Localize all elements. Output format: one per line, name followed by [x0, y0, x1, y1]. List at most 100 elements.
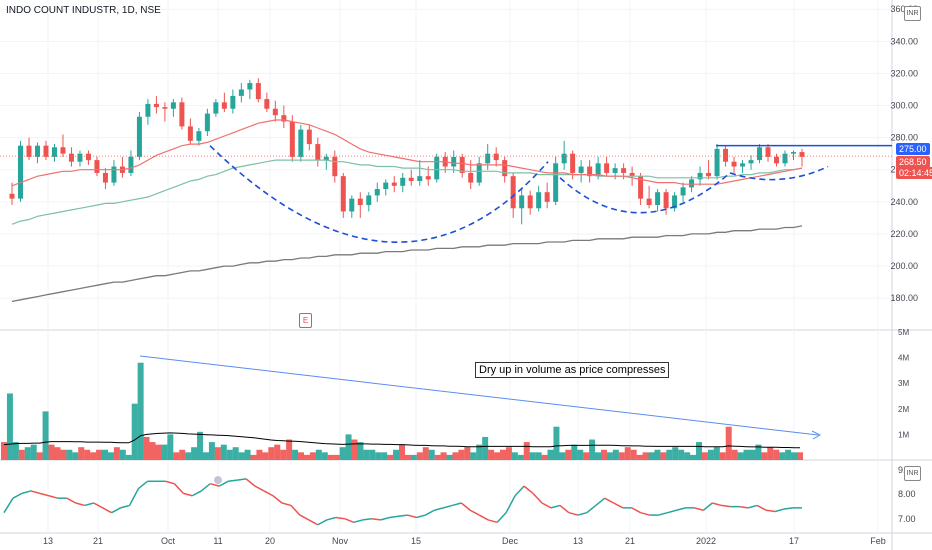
volume-bar	[387, 454, 394, 460]
indicator-segment	[712, 502, 722, 507]
indicator-segment	[128, 488, 140, 506]
indicator-segment	[84, 502, 94, 507]
indicator-segment	[281, 502, 292, 507]
indicator-segment	[541, 502, 552, 509]
indicator-segment	[640, 511, 650, 516]
volume-bar	[274, 444, 281, 460]
indicator-segment	[353, 519, 363, 524]
ma-long-line	[11, 225, 803, 303]
earnings-event-badge[interactable]: E	[299, 313, 312, 328]
indicator-segment	[595, 497, 606, 507]
candle-body	[272, 108, 278, 116]
indicator-segment	[774, 508, 785, 513]
indicator-tick-label: 7.00	[898, 514, 916, 524]
candle-body	[34, 145, 40, 157]
volume-bar	[149, 442, 156, 460]
volume-bar	[690, 454, 697, 460]
candle-body	[281, 115, 287, 122]
volume-bar	[660, 452, 667, 460]
volume-bar	[345, 434, 352, 460]
candle-body	[561, 153, 567, 164]
volume-bar	[226, 449, 233, 460]
volume-bar	[167, 434, 174, 460]
candle-body	[221, 102, 227, 109]
candle-body	[425, 176, 431, 180]
volume-bar	[422, 447, 429, 460]
candle-body	[94, 160, 100, 173]
volume-bar	[309, 452, 316, 460]
indicator-segment	[694, 507, 704, 511]
volume-bar	[202, 452, 209, 460]
indicator-segment	[721, 504, 731, 508]
candle-body	[663, 192, 669, 209]
candle-body	[782, 153, 788, 164]
volume-bar	[701, 452, 708, 460]
candle-body	[366, 195, 372, 206]
volume-bar	[286, 439, 293, 460]
volume-bar	[565, 449, 572, 460]
volume-bar	[446, 454, 453, 460]
candle-body	[689, 179, 695, 188]
currency-tag-indicator[interactable]: INR	[904, 466, 921, 481]
indicator-segment	[425, 509, 435, 516]
indicator-segment	[478, 514, 489, 521]
price-tick-label: 340.00	[890, 36, 918, 46]
volume-bar	[393, 449, 400, 460]
volume-bar	[595, 452, 602, 460]
x-tick-label: 15	[411, 536, 421, 546]
countdown-tag: 02:14:45	[896, 167, 932, 179]
volume-bar	[416, 452, 423, 460]
volume-bar	[779, 452, 786, 460]
indicator-segment	[30, 490, 41, 495]
indicator-segment	[702, 502, 713, 511]
volume-bar	[672, 447, 679, 460]
indicator-segment	[191, 490, 202, 497]
candle-body	[43, 145, 49, 157]
x-tick-label: 21	[625, 536, 635, 546]
candle-body	[17, 145, 23, 199]
price-tick-label: 240.00	[890, 197, 918, 207]
candle-body	[400, 177, 406, 186]
volume-bar	[648, 452, 655, 460]
volume-bar	[583, 452, 590, 460]
indicator-segment	[290, 504, 301, 516]
volume-bar	[90, 452, 97, 460]
indicator-segment	[344, 518, 354, 524]
volume-annotation-label[interactable]: Dry up in volume as price compresses	[475, 362, 670, 378]
volume-bar	[517, 454, 524, 460]
volume-bar	[773, 449, 780, 460]
volume-bar	[125, 454, 132, 460]
indicator-tick-label: 8.00	[898, 489, 916, 499]
candle-body	[196, 131, 202, 141]
candle-body	[238, 89, 244, 96]
candle-body	[357, 198, 363, 206]
indicator-segment	[165, 480, 175, 485]
candle-body	[340, 176, 346, 212]
candle-body	[332, 156, 338, 177]
indicator-segment	[326, 516, 336, 521]
volume-bar	[696, 442, 703, 460]
volume-bar	[24, 447, 31, 460]
volume-bar	[624, 447, 631, 460]
indicator-segment	[308, 519, 319, 526]
indicator-segment	[604, 497, 615, 504]
indicator-segment	[66, 497, 77, 504]
indicator-segment	[523, 485, 534, 494]
candle-body	[680, 187, 686, 196]
candle-body	[672, 195, 678, 209]
cup-pattern-curve	[209, 145, 549, 243]
x-tick-label: 2022	[696, 536, 716, 546]
volume-bar	[399, 444, 405, 460]
volume-bar	[494, 452, 501, 460]
volume-bar	[72, 452, 79, 460]
volume-ma-line	[3, 432, 800, 449]
volume-bar	[363, 449, 370, 460]
candle-body	[391, 182, 397, 186]
currency-tag-price[interactable]: INR	[904, 6, 921, 21]
volume-bar	[654, 449, 661, 460]
indicator-segment	[210, 482, 220, 487]
volume-bar	[482, 436, 489, 460]
x-tick-label: 13	[573, 536, 583, 546]
volume-bar	[476, 444, 483, 460]
